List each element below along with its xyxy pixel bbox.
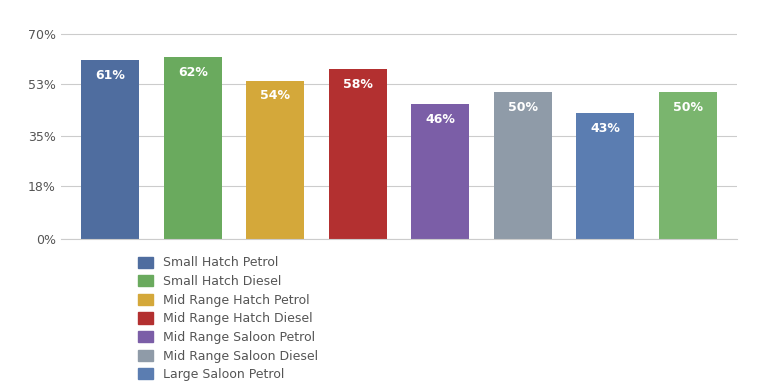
Bar bbox=[411, 104, 469, 239]
Text: 46%: 46% bbox=[426, 113, 455, 126]
Bar bbox=[81, 60, 139, 239]
Text: 50%: 50% bbox=[673, 101, 703, 114]
Text: 50%: 50% bbox=[508, 101, 538, 114]
Bar bbox=[659, 92, 717, 239]
Bar bbox=[329, 69, 387, 239]
Text: 43%: 43% bbox=[591, 122, 620, 135]
Text: 61%: 61% bbox=[95, 69, 125, 82]
Text: 62%: 62% bbox=[178, 66, 207, 79]
Bar bbox=[576, 113, 634, 239]
Text: 58%: 58% bbox=[343, 78, 372, 91]
Bar bbox=[246, 81, 304, 239]
Bar bbox=[164, 57, 222, 239]
Legend: Small Hatch Petrol, Small Hatch Diesel, Mid Range Hatch Petrol, Mid Range Hatch : Small Hatch Petrol, Small Hatch Diesel, … bbox=[135, 253, 322, 385]
Bar bbox=[494, 92, 552, 239]
Text: 54%: 54% bbox=[260, 89, 290, 102]
